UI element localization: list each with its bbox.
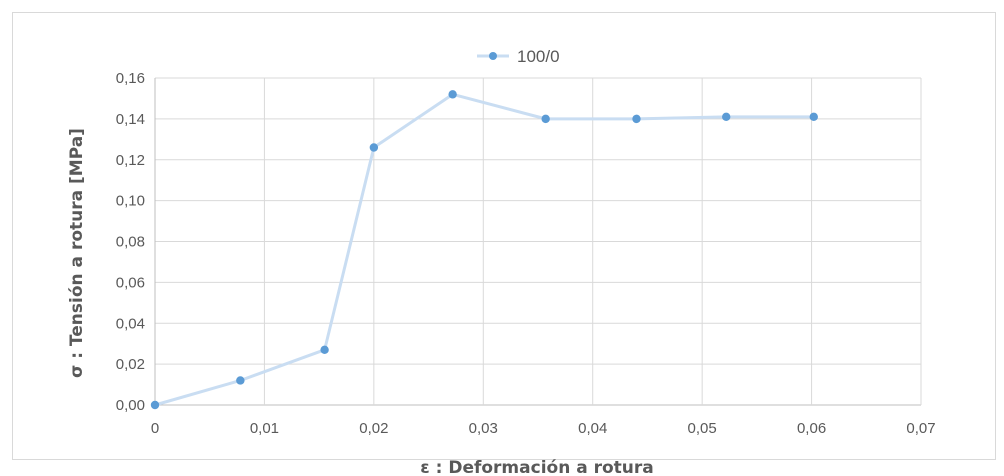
- scatter-chart: 0 0,01 0,02 0,03 0,04 0,05 0,06 0,07 0,000,020,…: [67, 47, 936, 476]
- y-tick-label: 0,16: [116, 70, 145, 87]
- data-point[interactable]: [722, 112, 731, 122]
- data-point[interactable]: [150, 400, 160, 410]
- y-tick-label: 0,06: [116, 274, 145, 291]
- data-point[interactable]: [632, 114, 641, 124]
- legend-point-marker: [489, 52, 497, 60]
- data-point[interactable]: [320, 345, 329, 355]
- data-point[interactable]: [369, 143, 379, 152]
- x-tick-label: 0,06: [797, 420, 826, 437]
- y-axis-title: σ : Tensión a rotura [MPa]: [67, 128, 87, 378]
- y-tick-label: 0,12: [116, 152, 145, 169]
- data-point[interactable]: [809, 112, 818, 122]
- x-tick-label: 0,07: [906, 420, 935, 437]
- legend-label: 100/0: [517, 47, 560, 66]
- data-point[interactable]: [448, 90, 457, 99]
- y-tick-label: 0,14: [116, 111, 145, 128]
- y-tick-label: 0,00: [116, 397, 145, 414]
- x-axis-title: ε : Deformación a rotura: [420, 458, 654, 476]
- y-tick-label: 0,04: [116, 315, 145, 332]
- x-tick-label: 0,03: [469, 420, 498, 437]
- y-tick-label: 0,10: [116, 193, 145, 210]
- chart-area: 0 0,01 0,02 0,03 0,04 0,05 0,06 0,07 0,00 0,02 0,…: [12, 12, 996, 476]
- x-tick-label: 0,05: [688, 420, 717, 437]
- data-point[interactable]: [236, 376, 245, 385]
- x-tick-label: 0,02: [359, 420, 388, 437]
- y-tick-label: 0,02: [116, 356, 145, 373]
- gridlines: [154, 77, 922, 406]
- x-tick-label: 0,04: [578, 420, 607, 437]
- y-axis-ticks: 0,00 0,02 0,04 0,06 0,08 0,10 0,12 0,14 0,16: [116, 70, 145, 414]
- x-axis-ticks: 0 0,01 0,02 0,03 0,04 0,05 0,06 0,07: [151, 420, 936, 437]
- y-tick-label: 0,08: [116, 234, 145, 251]
- series-line: [153, 92, 816, 407]
- legend[interactable]: 100/0: [477, 47, 560, 66]
- x-tick-label: 0,01: [250, 420, 279, 437]
- series-100-0: [150, 90, 818, 410]
- data-point[interactable]: [541, 114, 550, 124]
- x-tick-label: 0: [151, 420, 159, 437]
